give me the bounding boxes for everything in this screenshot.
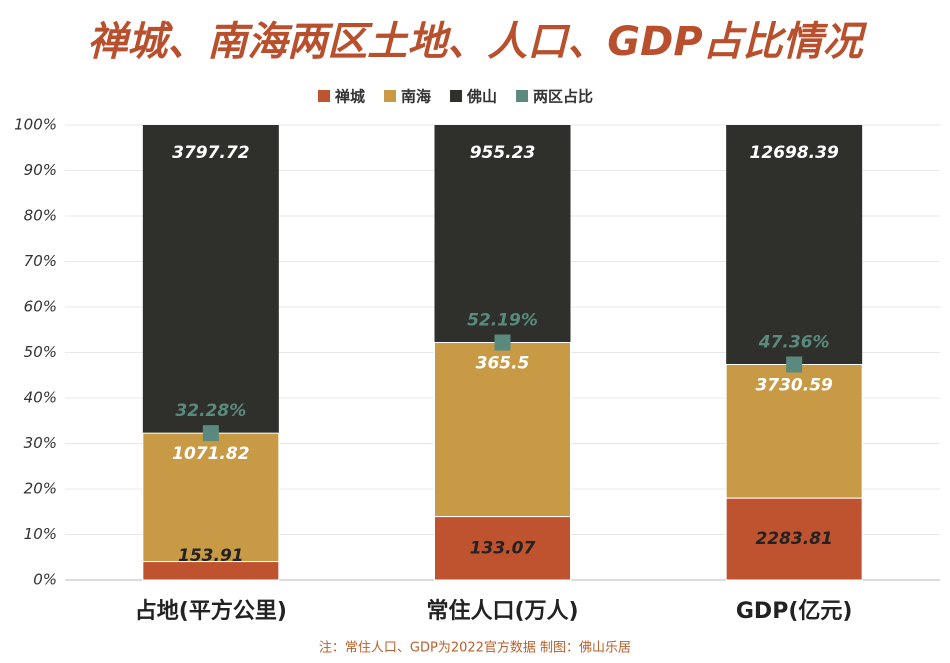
bar-segment (142, 125, 279, 434)
value-label: 3730.59 (755, 375, 833, 395)
y-tick-label: 0% (33, 571, 57, 589)
legend-swatch (384, 90, 397, 102)
value-label: 52.19% (467, 311, 538, 331)
y-tick-label: 40% (24, 389, 57, 407)
chart-title: 禅城、南海两区土地、人口、GDP占比情况 (87, 19, 867, 65)
x-tick-label: 常住人口(万人) (426, 598, 578, 624)
legend-swatch (450, 90, 463, 102)
x-tick-label: 占地(平方公里) (135, 598, 287, 624)
legend-label: 佛山 (466, 88, 497, 106)
value-label: 153.91 (178, 546, 244, 566)
value-label: 47.36% (758, 333, 830, 353)
legend-swatch (318, 90, 330, 102)
legend-label: 禅城 (334, 88, 365, 106)
legend-label: 南海 (401, 88, 431, 106)
y-tick-label: 100% (14, 116, 57, 134)
value-label: 2283.81 (755, 529, 832, 549)
value-label: 1071.82 (172, 444, 249, 464)
value-label: 365.5 (476, 354, 530, 374)
value-label: 955.23 (470, 143, 536, 163)
bar-segment (142, 561, 280, 581)
bar-segment (725, 497, 863, 581)
y-tick-label: 20% (24, 480, 57, 498)
share-marker (202, 425, 219, 442)
value-label: 32.28% (175, 401, 246, 421)
value-label: 12698.39 (750, 143, 839, 163)
y-tick-label: 30% (24, 434, 57, 452)
footnote: 注：常住人口、GDP为2022官方数据 制图：佛山乐居 (319, 640, 631, 656)
y-tick-label: 60% (24, 298, 57, 316)
y-tick-label: 70% (24, 252, 57, 270)
x-tick-label: GDP(亿元) (736, 599, 853, 624)
legend-swatch (516, 90, 529, 102)
value-label: 3797.72 (172, 143, 249, 163)
bar-segment (725, 363, 863, 499)
share-marker (786, 356, 803, 373)
y-tick-label: 90% (24, 161, 57, 179)
y-tick-label: 10% (24, 525, 57, 543)
legend-label: 两区占比 (533, 88, 593, 106)
bar-segment (434, 516, 571, 581)
bar-segment (434, 342, 571, 518)
share-marker (494, 334, 511, 351)
bar-segment (726, 125, 863, 365)
y-tick-label: 80% (24, 207, 57, 225)
value-label: 133.07 (470, 538, 536, 558)
bar-segment (142, 432, 280, 563)
bar-segment (434, 125, 571, 343)
y-tick-label: 50% (24, 343, 57, 361)
